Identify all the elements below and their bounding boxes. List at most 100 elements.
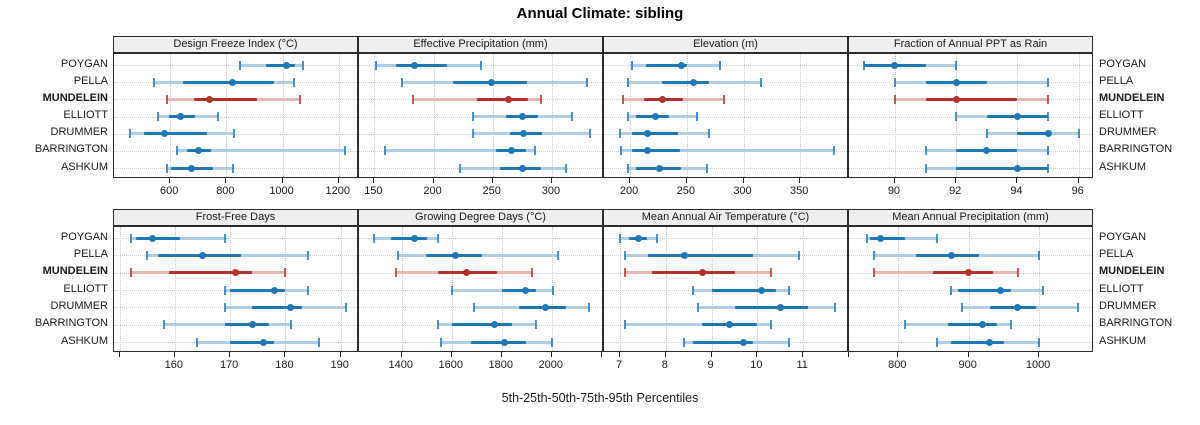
interval-elliott bbox=[359, 54, 602, 177]
axis-tick-label: 1000 bbox=[1025, 359, 1051, 371]
gridline-row bbox=[114, 255, 357, 257]
gridline-row bbox=[359, 82, 602, 84]
interval-poygan bbox=[114, 54, 357, 177]
gridline-row bbox=[359, 238, 602, 239]
interval-barrington bbox=[114, 54, 357, 177]
interval-mundelein bbox=[604, 54, 847, 177]
axis-tick-label: 800 bbox=[216, 185, 235, 197]
row-label-left-ashkum: ASHKUM bbox=[60, 160, 108, 173]
panel-growing-degree-days-c bbox=[358, 226, 603, 352]
axis-tick bbox=[550, 178, 552, 183]
axis-tick bbox=[1077, 178, 1079, 183]
gridline-vertical bbox=[374, 54, 376, 177]
gridline-row bbox=[114, 168, 357, 169]
interval-elliott bbox=[604, 54, 847, 177]
interval-barrington bbox=[849, 227, 1092, 351]
gridline-vertical bbox=[338, 54, 340, 177]
interval-ashkum bbox=[849, 54, 1092, 177]
gridline-row bbox=[359, 150, 602, 152]
gridline-vertical bbox=[174, 227, 176, 351]
chart-title: Annual Climate: sibling bbox=[516, 5, 684, 22]
gridline-vertical bbox=[340, 227, 342, 351]
gridline-row bbox=[604, 307, 847, 309]
gridline-row bbox=[359, 324, 602, 326]
interval-poygan bbox=[359, 54, 602, 177]
axis-tick bbox=[432, 178, 434, 183]
gridline-row bbox=[114, 82, 357, 84]
row-label-right-mundelein: MUNDELEIN bbox=[1099, 265, 1165, 278]
row-label-left-elliott: ELLIOTT bbox=[63, 282, 108, 295]
interval-mundelein bbox=[604, 227, 847, 351]
axis-tick bbox=[710, 352, 712, 357]
axis-tick-label: 800 bbox=[888, 359, 907, 371]
gridline-vertical bbox=[551, 54, 553, 177]
axis-tick bbox=[284, 352, 286, 357]
interval-barrington bbox=[849, 54, 1092, 177]
interval-drummer bbox=[849, 54, 1092, 177]
axis-tick-label: 600 bbox=[160, 185, 179, 197]
row-label-right-pella: PELLA bbox=[1099, 247, 1134, 260]
gridline-vertical bbox=[898, 227, 900, 351]
axis-tick bbox=[756, 352, 758, 357]
gridline-vertical bbox=[401, 227, 403, 351]
gridline-row bbox=[359, 116, 602, 118]
axis-tick bbox=[629, 178, 631, 183]
gridline-vertical bbox=[226, 54, 228, 177]
axis-tick bbox=[169, 178, 171, 183]
row-label-left-elliott: ELLIOTT bbox=[63, 109, 108, 121]
gridline-vertical bbox=[620, 227, 622, 351]
axis-tick-label: 1800 bbox=[488, 359, 513, 371]
interval-pella bbox=[604, 227, 847, 351]
interval-poygan bbox=[114, 227, 357, 351]
axis-tick-label: 300 bbox=[541, 185, 561, 197]
row-label-right-pella: PELLA bbox=[1099, 74, 1134, 87]
strip-design-freeze-index-c: Design Freeze Index (°C) bbox=[113, 36, 358, 53]
axis-tick-label: 96 bbox=[1071, 185, 1084, 197]
interval-pella bbox=[849, 227, 1092, 351]
row-label-right-poygan: POYGAN bbox=[1099, 230, 1147, 243]
interval-mundelein bbox=[849, 54, 1092, 177]
gridline-row bbox=[114, 307, 357, 309]
axis-tick-label: 150 bbox=[364, 185, 383, 197]
axis-tick-label: 190 bbox=[330, 359, 349, 371]
gridline-row bbox=[359, 99, 602, 101]
interval-mundelein bbox=[359, 227, 602, 351]
axis-tick bbox=[173, 352, 175, 357]
gridline-row bbox=[359, 272, 602, 274]
gridline-row bbox=[359, 168, 602, 169]
gridline-row bbox=[604, 133, 847, 135]
gridline-row bbox=[604, 272, 847, 274]
gridline-row bbox=[849, 82, 1092, 84]
interval-ashkum bbox=[114, 227, 357, 351]
axis-tick bbox=[550, 352, 552, 357]
strip-frost-free-days: Frost-Free Days bbox=[113, 209, 358, 226]
gridline-row bbox=[849, 238, 1092, 239]
axis-tick-label: 1600 bbox=[438, 359, 463, 371]
gridline-row bbox=[604, 238, 847, 239]
gridline-vertical bbox=[757, 227, 759, 351]
axis-tick bbox=[281, 178, 283, 183]
row-label-left-drummer: DRUMMER bbox=[50, 299, 108, 312]
axis-tick bbox=[848, 352, 849, 357]
strip-elevation-m: Elevation (m) bbox=[603, 36, 848, 53]
gridline-row bbox=[849, 255, 1092, 257]
axis-tick bbox=[955, 178, 957, 183]
axis-tick-label: 8 bbox=[661, 359, 668, 371]
row-label-left-pella: PELLA bbox=[73, 247, 108, 260]
axis-tick bbox=[967, 352, 969, 357]
axis-tick bbox=[337, 178, 339, 183]
interval-poygan bbox=[604, 54, 847, 177]
interval-pella bbox=[114, 54, 357, 177]
gridline-vertical bbox=[956, 54, 958, 177]
row-label-right-mundelein: MUNDELEIN bbox=[1099, 91, 1165, 104]
axis-tick bbox=[400, 352, 402, 357]
strip-mean-annual-air-temperature-c: Mean Annual Air Temperature (°C) bbox=[603, 209, 848, 226]
interval-drummer bbox=[604, 54, 847, 177]
axis-tick bbox=[500, 352, 502, 357]
gridline-row bbox=[849, 307, 1092, 309]
gridline-row bbox=[359, 255, 602, 257]
axis-tick-label: 1200 bbox=[325, 185, 350, 197]
gridline-row bbox=[604, 168, 847, 169]
strip-growing-degree-days-c: Growing Degree Days (°C) bbox=[358, 209, 603, 226]
axis-tick-label: 9 bbox=[707, 359, 714, 371]
